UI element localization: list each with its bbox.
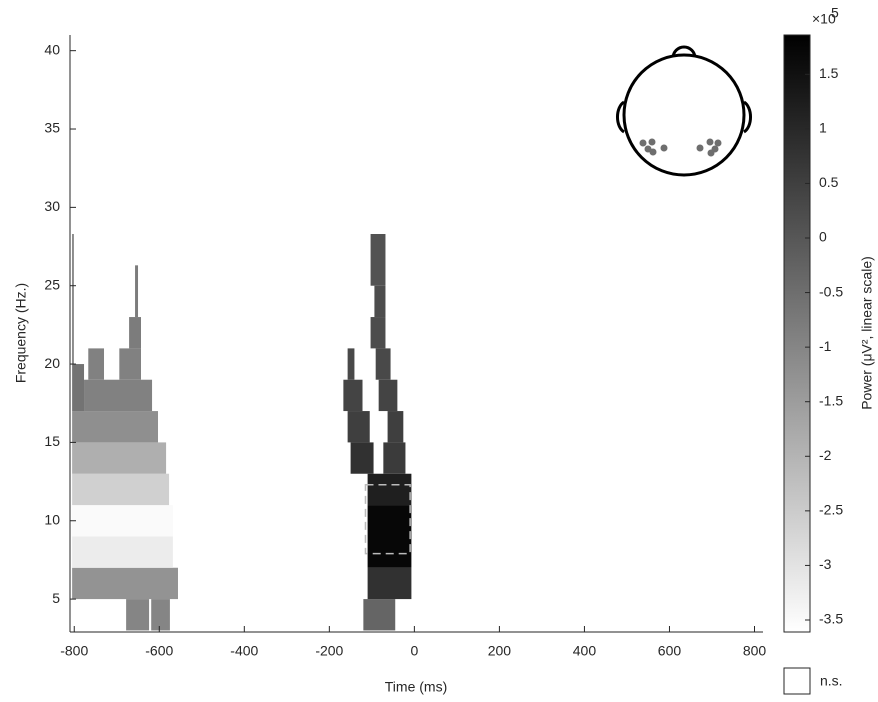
heat-cell <box>374 286 385 317</box>
heat-cell <box>368 505 412 568</box>
colorbar-tick-label: -2.5 <box>819 502 843 518</box>
heat-cell <box>379 380 398 411</box>
heat-cell <box>126 599 149 630</box>
colorbar-tick-label: -1 <box>819 338 832 354</box>
heat-cell <box>388 411 404 442</box>
heatmap <box>72 234 411 630</box>
heat-cell <box>343 380 362 411</box>
heat-cell <box>84 380 152 411</box>
heat-cell <box>72 411 158 442</box>
y-tick-label: 20 <box>44 355 60 371</box>
x-tick-label: 600 <box>658 643 682 659</box>
y-tick-label: 15 <box>44 433 60 449</box>
colorbar-label: Power (μV², linear scale) <box>859 256 875 410</box>
x-tick-label: -800 <box>60 643 88 659</box>
colorbar-tick-label: -2 <box>819 447 832 463</box>
y-tick-label: 35 <box>44 120 60 136</box>
x-axis-label: Time (ms) <box>385 679 447 695</box>
colorbar-tick-label: -0.5 <box>819 283 843 299</box>
x-tick-label: -600 <box>145 643 173 659</box>
x-tick-label: 400 <box>573 643 597 659</box>
chart: Time (ms) Frequency (Hz.) ×10 5 Power (μ… <box>0 0 878 697</box>
heat-cell <box>72 505 173 536</box>
heat-cell <box>368 474 412 505</box>
heat-cell <box>383 442 405 473</box>
heat-cell <box>348 348 355 379</box>
heat-cell <box>72 536 173 567</box>
y-tick-label: 25 <box>44 276 60 292</box>
heat-cell <box>371 317 386 348</box>
heat-cell <box>72 474 169 505</box>
colorbar-tick-label: -1.5 <box>819 392 843 408</box>
y-tick-label: 30 <box>44 198 60 214</box>
colorbar-exponent: 5 <box>831 5 839 21</box>
colorbar-tick-label: -3.5 <box>819 611 843 627</box>
heat-cell <box>348 411 370 442</box>
heat-cell <box>151 599 170 630</box>
colorbar-tick-label: -3 <box>819 556 832 572</box>
ns-label: n.s. <box>820 673 843 689</box>
y-tick-label: 5 <box>52 590 60 606</box>
ns-swatch <box>784 668 810 694</box>
heat-cell <box>135 265 138 317</box>
x-tick-label: 800 <box>743 643 767 659</box>
heat-cell <box>72 568 178 599</box>
heat-cell <box>72 442 166 473</box>
y-axis-label: Frequency (Hz.) <box>13 283 29 383</box>
colorbar-tick-label: 1.5 <box>819 65 839 81</box>
x-tick-label: 200 <box>488 643 512 659</box>
heat-cell <box>376 348 391 379</box>
x-tick-label: -400 <box>230 643 258 659</box>
heat-cell <box>88 348 104 379</box>
heat-cell <box>119 348 141 379</box>
colorbar-tick-label: 0 <box>819 229 827 245</box>
colorbar-tick-label: 1 <box>819 120 827 136</box>
heat-cell <box>72 364 84 411</box>
y-tick-label: 40 <box>44 41 60 57</box>
head-icon <box>617 47 750 175</box>
heat-cell <box>129 317 141 348</box>
heat-cell <box>363 599 395 630</box>
x-tick-label: 0 <box>410 643 418 659</box>
heat-cell <box>368 568 412 599</box>
x-tick-label: -200 <box>315 643 343 659</box>
heat-cell <box>72 234 74 364</box>
heat-cell <box>351 442 374 473</box>
y-tick-label: 10 <box>44 511 60 527</box>
colorbar-tick-label: 0.5 <box>819 174 839 190</box>
colorbar <box>784 35 810 632</box>
heat-cell <box>371 234 386 286</box>
